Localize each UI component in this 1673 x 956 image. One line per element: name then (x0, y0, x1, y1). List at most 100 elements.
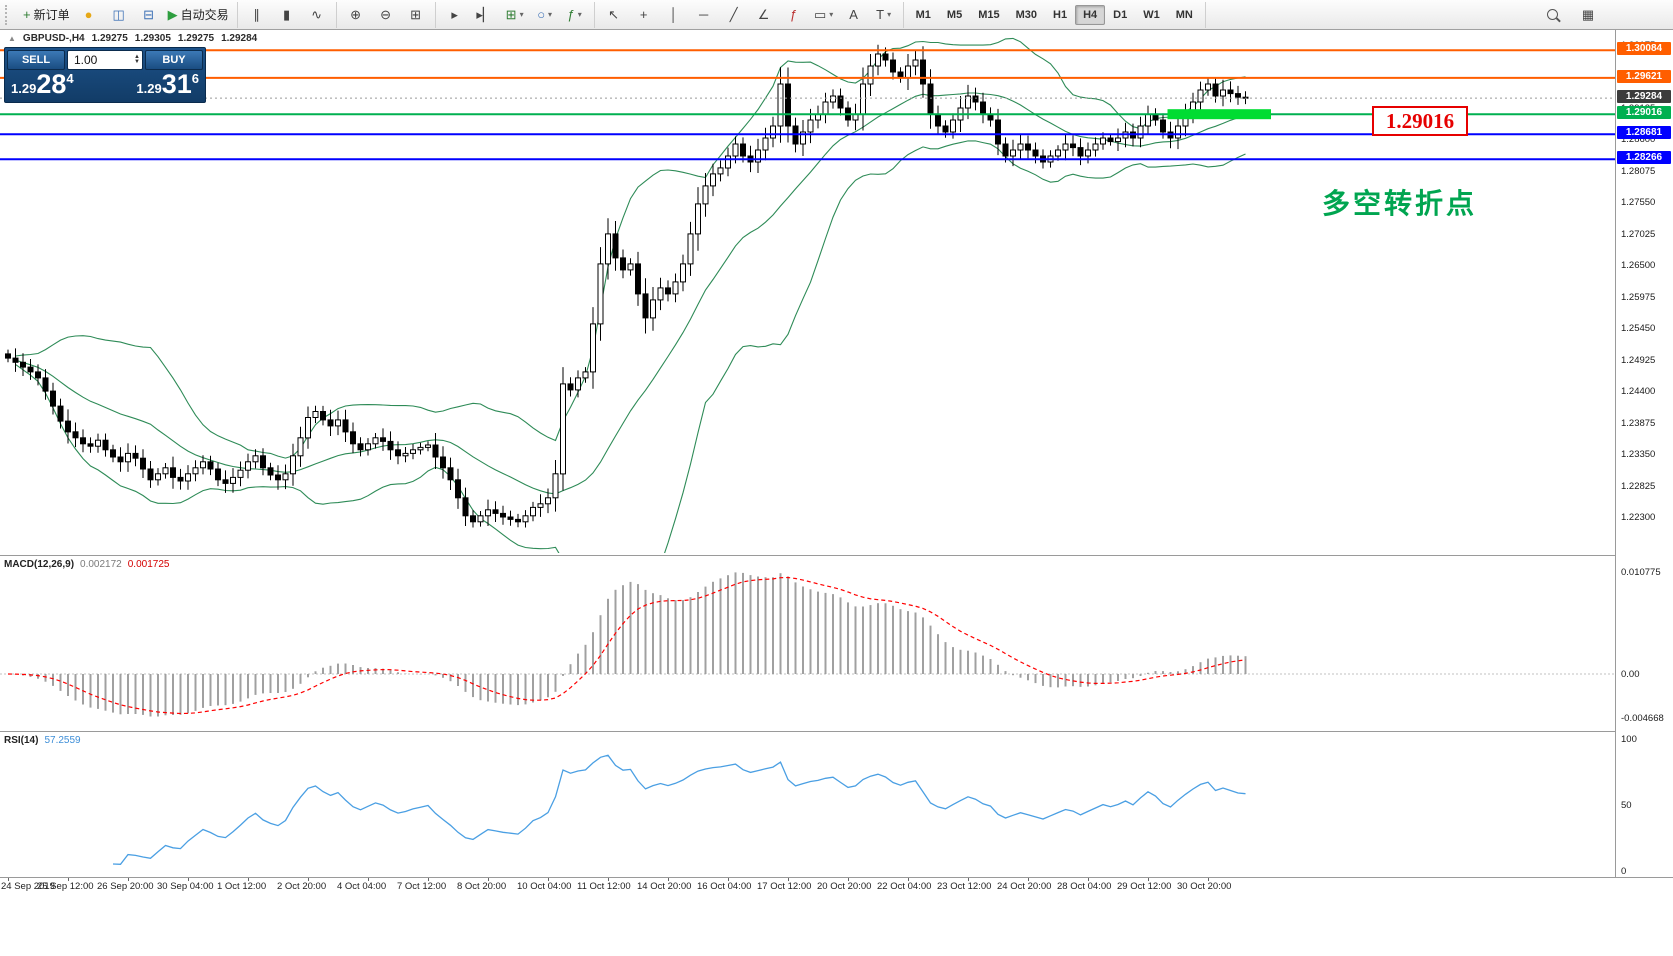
volume-spinner[interactable]: ▲ ▼ (134, 54, 140, 65)
timeframe-m30[interactable]: M30 (1015, 8, 1037, 21)
toolbar-group-zoom: ⊕ ⊖ ⊞ (337, 1, 436, 28)
timeframe-mn[interactable]: MN (1175, 8, 1193, 21)
timeframe-m5[interactable]: M5 (946, 8, 963, 21)
chevron-down-icon: ▾ (548, 10, 553, 19)
crosshair-icon: + (639, 7, 648, 22)
time-axis-tick (8, 878, 9, 881)
price-axis-tick: 1.28075 (1621, 165, 1656, 177)
time-axis-tick (248, 878, 249, 881)
volume-down-icon[interactable]: ▼ (134, 59, 140, 65)
time-axis-label: 2 Oct 20:00 (277, 881, 327, 892)
crosshair-button[interactable]: + (629, 3, 659, 27)
price-callout-box[interactable]: 1.29016 (1372, 106, 1468, 136)
new-chart-button[interactable]: ⊞ ▾ (500, 3, 530, 27)
tile-windows-button[interactable]: ⊞ (401, 3, 431, 27)
price-axis-tick: 100 (1621, 733, 1637, 745)
zoom-in-button[interactable]: ⊕ (341, 3, 371, 27)
timeframe-m1[interactable]: M1 (915, 8, 931, 21)
toolbar-group-windows: ▸ ▸▏ ⊞ ▾ ○ ▾ ƒ ▾ (436, 1, 595, 28)
time-axis-tick (68, 878, 69, 881)
line-chart-button[interactable]: ∿ (302, 3, 332, 27)
zoom-out-button[interactable]: ⊖ (371, 3, 401, 27)
time-axis-tick (1088, 878, 1089, 881)
chart-shift-icon: ▸▏ (476, 7, 493, 22)
horizontal-line-icon: ─ (699, 7, 709, 22)
chevron-down-icon: ▾ (829, 10, 834, 19)
shapes-icon: ▭ (813, 7, 827, 22)
buy-button[interactable]: BUY (145, 50, 203, 70)
time-axis-tick (428, 878, 429, 881)
fibonacci-button[interactable]: ƒ (779, 3, 809, 27)
price-axis-tick: 50 (1621, 800, 1632, 812)
volume-field[interactable]: 1.00 ▲ ▼ (67, 50, 143, 70)
period-button[interactable]: ○ ▾ (530, 3, 560, 27)
timeframe-m15[interactable]: M15 (978, 8, 1000, 21)
channel-button[interactable]: ∠ (749, 3, 779, 27)
price-axis[interactable]: 1.22300 1.22825 1.23350 1.23875 1.24400 1.249… (1615, 30, 1673, 893)
open-value: 1.29275 (91, 33, 128, 44)
line-chart-icon: ∿ (311, 7, 323, 22)
zoom-in-icon: ⊕ (350, 7, 362, 22)
label-button[interactable]: T ▾ (869, 3, 899, 27)
bar-chart-button[interactable]: ∥ (242, 3, 272, 27)
timeframe-w1[interactable]: W1 (1143, 8, 1160, 21)
profiles-button[interactable]: ◫ (104, 3, 134, 27)
chevron-down-icon: ▾ (887, 10, 892, 19)
bar-chart-icon: ∥ (253, 7, 260, 22)
pane-separator-macd[interactable] (0, 555, 1673, 556)
text-button[interactable]: A (839, 3, 869, 27)
timeframe-h4[interactable]: H4 (1075, 4, 1106, 25)
price-axis-tick: 1.22300 (1621, 512, 1656, 523)
time-axis-label: 24 Oct 20:00 (997, 881, 1052, 892)
candlestick-chart-icon: ▮ (283, 7, 291, 22)
chart-shift-button[interactable]: ▸▏ (470, 3, 500, 27)
price-axis-tick: 0 (1621, 866, 1627, 878)
pane-separator-rsi[interactable] (0, 731, 1673, 732)
sell-button[interactable]: SELL (7, 50, 65, 70)
shapes-button[interactable]: ▭ ▾ (809, 3, 839, 27)
sound-alert-icon: ● (84, 7, 93, 22)
time-axis-label: 22 Oct 04:00 (877, 881, 932, 892)
candlestick-chart-button[interactable]: ▮ (272, 3, 302, 27)
turning-point-note[interactable]: 多空转折点 (1322, 188, 1478, 219)
sound-alert-button[interactable]: ● (74, 3, 104, 27)
macd-indicator-label: MACD(12,26,9) 0.002172 0.001725 (4, 559, 170, 570)
indicators-button[interactable]: ƒ ▾ (560, 3, 590, 27)
time-axis-label: 7 Oct 12:00 (397, 881, 447, 892)
trendline-icon: ╱ (729, 7, 738, 22)
vertical-line-button[interactable]: │ (659, 3, 689, 27)
macd-pane-canvas[interactable] (0, 556, 1615, 729)
low-value: 1.29275 (177, 33, 215, 44)
new-order-icon: + (23, 7, 31, 22)
time-axis-tick (668, 878, 669, 881)
data-window-button[interactable]: ▦ (1573, 3, 1603, 27)
auto-trading-button[interactable]: ▶ 自动交易 (164, 3, 233, 27)
trendline-button[interactable]: ╱ (719, 3, 749, 27)
time-axis-tick (548, 878, 549, 881)
time-axis-label: 4 Oct 04:00 (337, 881, 387, 892)
fibonacci-icon: ƒ (790, 7, 798, 22)
time-axis-label: 1 Oct 12:00 (217, 881, 267, 892)
cursor-button[interactable]: ↖ (599, 3, 629, 27)
time-axis-tick (188, 878, 189, 881)
time-axis[interactable]: 24 Sep 2019 25 Sep 12:00 26 Sep 20:00 30 Se… (0, 877, 1673, 894)
timeframe-d1[interactable]: D1 (1113, 8, 1128, 21)
auto-scroll-button[interactable]: ▸ (440, 3, 470, 27)
new-order-button[interactable]: + 新订单 (19, 3, 74, 27)
volume-up-icon[interactable]: ▲ (134, 54, 140, 60)
price-level-flag: 1.29621 (1617, 69, 1671, 83)
auto-scroll-icon: ▸ (451, 7, 458, 22)
search-icon (1546, 9, 1558, 20)
rsi-indicator-label: RSI(14) 57.2559 (4, 735, 81, 746)
search-button[interactable] (1537, 3, 1567, 27)
rsi-pane-canvas[interactable] (0, 732, 1615, 877)
chart-area[interactable]: ▲ GBPUSD-,H4 1.29275 1.29305 1.29275 1.2… (0, 30, 1673, 894)
main-chart-canvas[interactable] (0, 30, 1615, 553)
terminal-button[interactable]: ⊟ (134, 3, 164, 27)
auto-trading-icon: ▶ (167, 7, 178, 22)
one-click-trading-panel: SELL 1.00 ▲ ▼ BUY 1.29284 1.29316 (4, 47, 206, 103)
toolbar: + 新订单 ● ◫ ⊟ ▶ 自动交易 ∥ ▮ ∿ ⊕ ⊖ ⊞ ▸ ▸▏ ⊞ ▾ ○ ▾ ƒ ▾ ↖ + │ ─ ╱ ∠ ƒ ▭ ▾ A T ▾ … (0, 0, 1673, 30)
timeframe-h1[interactable]: H1 (1053, 8, 1068, 21)
chevron-down-icon: ▾ (519, 10, 524, 19)
horizontal-line-button[interactable]: ─ (689, 3, 719, 27)
